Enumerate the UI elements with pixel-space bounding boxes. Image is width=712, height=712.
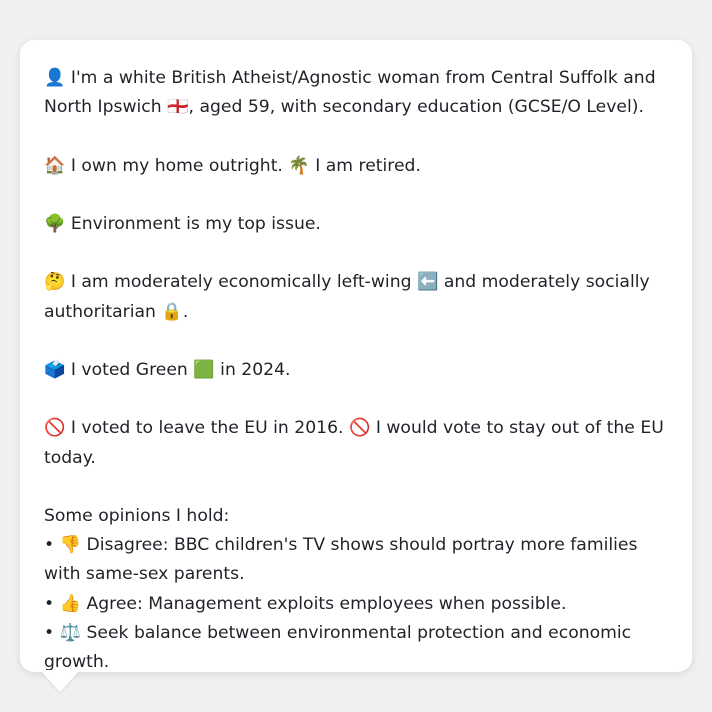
bullet: • (44, 535, 60, 556)
opinion-item: • 👎 Disagree: BBC children's TV shows sh… (44, 531, 668, 589)
thinking-face-icon: 🤔 (44, 272, 66, 293)
home-paragraph: 🏠 I own my home outright. 🌴 I am retired… (44, 152, 668, 181)
prohibited-icon: 🚫 (44, 418, 66, 439)
vote-2024-paragraph: 🗳️ I voted Green 🟩 in 2024. (44, 356, 668, 385)
ballot-box-icon: 🗳️ (44, 359, 66, 380)
lock-icon: 🔒 (161, 301, 183, 322)
person-icon: 👤 (44, 68, 66, 88)
issue-paragraph: 🌳 Environment is my top issue. (44, 210, 668, 239)
opinion-text: Agree: Management exploits employees whe… (81, 593, 567, 614)
eu-text-after: I would vote to stay out of the EU today… (44, 418, 664, 468)
persona-message-bubble: 👤 I'm a white British Atheist/Agnostic w… (20, 40, 692, 672)
tree-icon: 🌳 (44, 213, 66, 234)
opinion-text: Seek balance between environmental prote… (44, 622, 632, 672)
balance-scale-icon: ⚖️ (59, 622, 82, 643)
left-arrow-icon: ⬅️ (416, 272, 439, 293)
opinion-item: • ⚖️ Seek balance between environmental … (44, 619, 668, 677)
ideology-text-mid: and moderately socially authoritarian (44, 272, 650, 322)
issue-text: Environment is my top issue. (65, 213, 321, 234)
bubble-tail (40, 670, 80, 692)
eu-text: I voted to leave the EU in 2016. (65, 418, 349, 439)
home-text: I own my home outright. (65, 155, 289, 176)
prohibited-icon: 🚫 (348, 418, 371, 439)
eu-paragraph: 🚫 I voted to leave the EU in 2016. 🚫 I w… (44, 414, 668, 472)
ideology-paragraph: 🤔 I am moderately economically left-wing… (44, 268, 668, 326)
england-flag-icon: 🏴󠁧󠁢󠁥󠁮󠁧󠁿 (167, 97, 189, 118)
identity-text: I'm a white British Atheist/Agnostic wom… (44, 68, 656, 118)
vote-text-after: in 2024. (214, 359, 291, 380)
retired-text: I am retired. (309, 155, 421, 176)
opinion-text: Disagree: BBC children's TV shows should… (44, 535, 638, 585)
opinion-item: • 👍 Agree: Management exploits employees… (44, 590, 668, 619)
palm-tree-icon: 🌴 (288, 155, 310, 176)
bullet: • (44, 593, 60, 614)
thumbs-up-icon: 👍 (59, 593, 82, 614)
green-square-icon: 🟩 (193, 359, 215, 380)
ideology-text: I am moderately economically left-wing (65, 272, 417, 293)
thumbs-down-icon: 👎 (59, 535, 82, 556)
vote-text: I voted Green (65, 359, 194, 380)
bullet: • (44, 622, 60, 643)
identity-paragraph: 👤 I'm a white British Atheist/Agnostic w… (44, 64, 668, 122)
house-icon: 🏠 (44, 155, 66, 176)
ideology-text-after: . (182, 301, 189, 322)
identity-text-after: , aged 59, with secondary education (GCS… (188, 97, 644, 118)
opinions-heading: Some opinions I hold: (44, 505, 230, 526)
